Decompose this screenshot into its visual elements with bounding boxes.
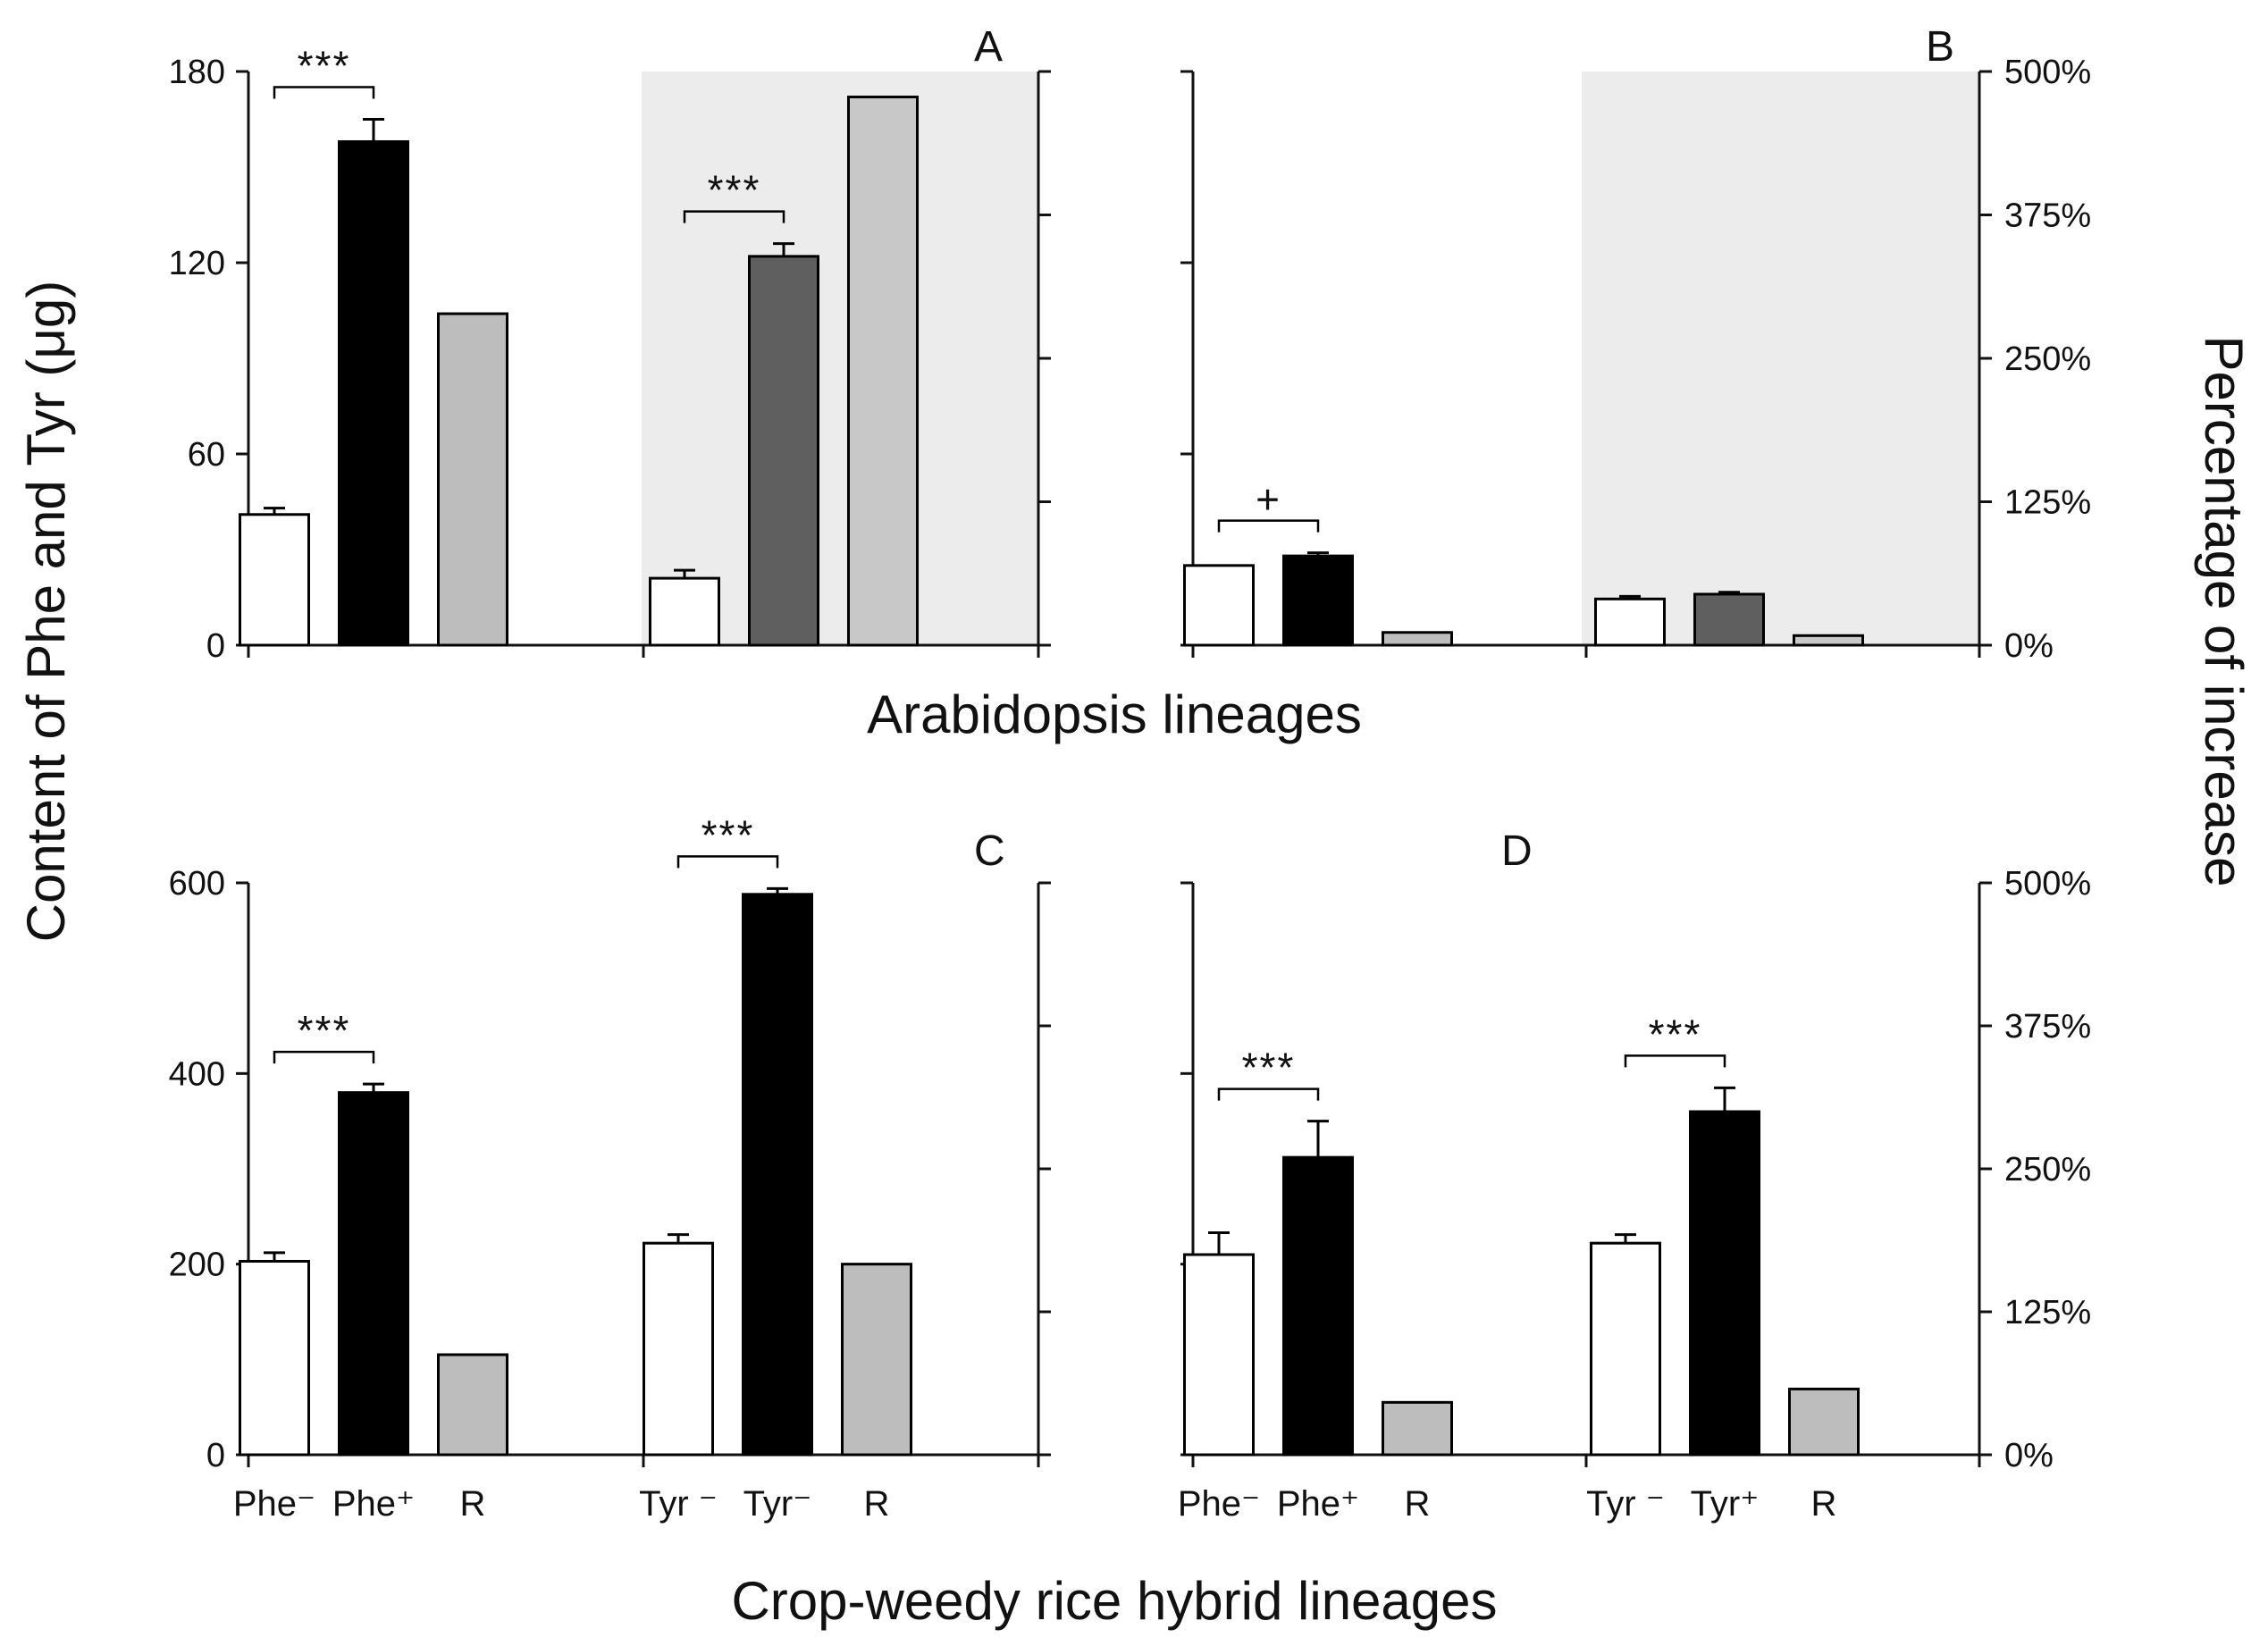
category-label: Tyr⁺ [1691, 1484, 1760, 1524]
bar-c-phe-minus [240, 1261, 309, 1455]
bar-a-phe-plus [340, 141, 408, 645]
bar-b-phe-r [1383, 633, 1452, 645]
bottom-group-title: Crop-weedy rice hybrid lineages [731, 1571, 1497, 1631]
bar-d-phe-minus [1185, 1255, 1254, 1455]
panel-b: 0% 125% 250% 375% 500% B + [1180, 23, 2091, 665]
bar-b-tyr-plus_alt [1695, 594, 1764, 645]
significance-marker: *** [1649, 1011, 1702, 1057]
bar-c-phe-plus [340, 1093, 408, 1455]
right-tick-label: 0% [2004, 1437, 2054, 1474]
category-label: R [1405, 1484, 1431, 1524]
bar-d-tyr-r [1790, 1389, 1859, 1455]
left-tick-label: 400 [169, 1055, 225, 1093]
left-tick-label: 120 [169, 245, 225, 282]
bar-d-tyr-plus [1691, 1112, 1760, 1455]
left-tick-label: 600 [169, 865, 225, 903]
right-tick-label: 250% [2004, 1151, 2091, 1188]
bar-c-tyr-minus [644, 1243, 713, 1455]
bar-b-tyr-minus [1596, 599, 1665, 645]
bar-a-phe-r [439, 314, 508, 645]
right-tick-label: 0% [2004, 627, 2054, 665]
bar-c-tyr-r [843, 1264, 911, 1455]
right-tick-label: 375% [2004, 1008, 2091, 1046]
significance-marker: *** [298, 43, 351, 89]
right-tick-label: 125% [2004, 1294, 2091, 1331]
significance-marker: *** [708, 167, 761, 214]
shaded-region [642, 71, 1038, 645]
right-tick-label: 250% [2004, 340, 2091, 378]
bar-b-phe-minus [1185, 566, 1254, 645]
panel-d: 0% 125% 250% 375% 500% D Phe⁻ Phe⁺ R *** Tyr ⁻ Tyr⁺… [1178, 827, 2091, 1524]
bar-a-tyr-minus [651, 578, 719, 645]
category-label: Phe⁺ [332, 1484, 415, 1524]
right-axis-title: Percentage of increase [2194, 335, 2254, 886]
panel-a: 0 60 120 180 A *** *** [169, 23, 1051, 665]
category-label: R [864, 1484, 890, 1524]
bar-d-phe-plus [1284, 1157, 1353, 1455]
left-tick-label: 60 [188, 436, 225, 474]
right-tick-label: 500% [2004, 865, 2091, 903]
right-tick-label: 375% [2004, 197, 2091, 235]
significance-marker: *** [1242, 1045, 1296, 1091]
bar-a-tyr-r_alt [849, 97, 918, 645]
bar-a-tyr-plus_alt [750, 256, 819, 645]
bar-a-phe-minus [240, 515, 309, 645]
significance-marker: *** [298, 1007, 351, 1054]
category-label: R [460, 1484, 486, 1524]
left-tick-label: 180 [169, 54, 225, 91]
top-group-title: Arabidopsis lineages [867, 684, 1362, 744]
left-tick-label: 0 [206, 627, 225, 665]
right-tick-label: 500% [2004, 54, 2091, 91]
figure-canvas: Content of Phe and Tyr (μg) Percentage o… [0, 0, 2268, 1646]
left-tick-label: 200 [169, 1247, 225, 1284]
bar-d-tyr-minus [1592, 1243, 1660, 1455]
category-label: R [1811, 1484, 1837, 1524]
bar-b-phe-plus [1284, 556, 1353, 645]
bar-c-phe-r [439, 1355, 508, 1455]
panel-letter-c: C [974, 827, 1005, 875]
category-label: Tyr⁻ [743, 1484, 812, 1524]
left-tick-label: 0 [206, 1437, 225, 1474]
shaded-region [1582, 71, 1979, 645]
significance-marker: *** [701, 811, 755, 858]
bar-c-tyr-plus [743, 894, 812, 1455]
panel-letter-b: B [1926, 23, 1954, 71]
category-label: Phe⁻ [1178, 1484, 1260, 1524]
panel-letter-a: A [974, 23, 1003, 71]
panels-layer: 0 60 120 180 A *** *** 0% 125% 250% 375% 500% B +0 200… [169, 23, 2092, 1524]
bar-b-tyr-r_alt [1794, 635, 1863, 645]
significance-marker: + [1256, 476, 1281, 523]
panel-c: 0 200 400 600 C Phe⁻ Phe⁺ R *** Tyr ⁻ Tyr⁻ R *** [169, 811, 1051, 1524]
panel-letter-d: D [1501, 827, 1533, 875]
category-label: Phe⁻ [233, 1484, 315, 1524]
category-label: Tyr ⁻ [1586, 1484, 1665, 1524]
right-tick-label: 125% [2004, 484, 2091, 522]
category-label: Tyr ⁻ [639, 1484, 718, 1524]
left-axis-title: Content of Phe and Tyr (μg) [16, 281, 76, 943]
bar-d-phe-r [1383, 1402, 1452, 1455]
category-label: Phe⁺ [1277, 1484, 1359, 1524]
